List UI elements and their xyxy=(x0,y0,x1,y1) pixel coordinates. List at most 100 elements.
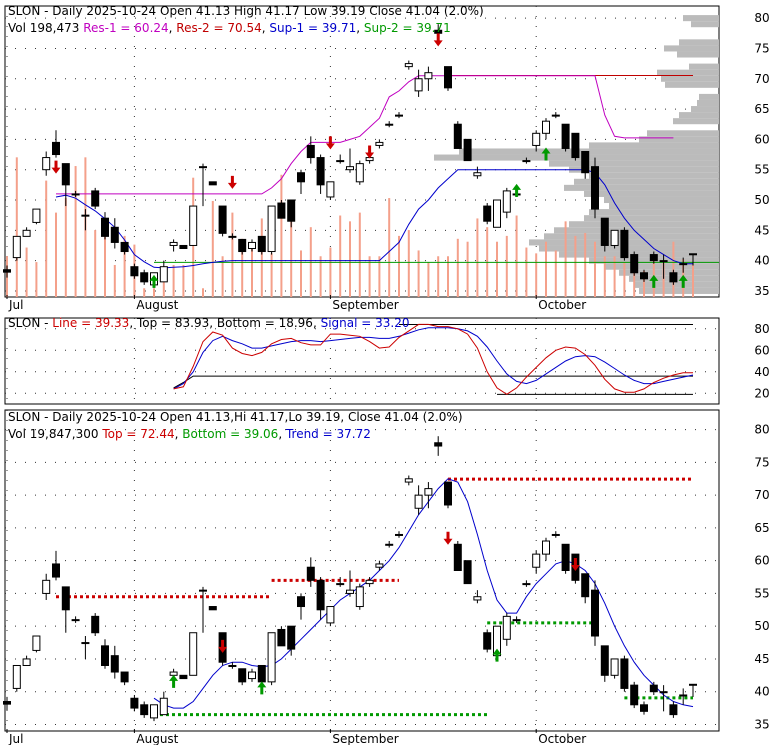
trend-candle-body xyxy=(228,664,237,667)
price-candle-body xyxy=(414,78,423,92)
volume-profile-bar xyxy=(664,45,719,52)
price-candle-body xyxy=(404,63,413,68)
price-candle-body xyxy=(169,241,178,246)
trend-candle-body xyxy=(336,583,345,586)
oscillator-panel-frame xyxy=(4,317,720,405)
volume-profile-bar xyxy=(574,178,719,185)
trend-candle-body xyxy=(277,628,286,647)
price-candles xyxy=(3,24,697,288)
volume-bar xyxy=(525,247,528,297)
buy-arrow xyxy=(541,147,551,161)
trend-candle-body xyxy=(326,606,335,624)
oscillator-base-line xyxy=(173,375,693,389)
price-candle-body xyxy=(551,114,560,117)
price-candle-body xyxy=(679,263,688,266)
trend-candle-body xyxy=(32,635,41,651)
price-candle-body xyxy=(659,260,668,263)
volume-bar xyxy=(55,212,57,297)
price-candle-body xyxy=(522,160,531,163)
trend-candle-body xyxy=(248,671,256,680)
volume-profile-bar xyxy=(683,15,719,22)
trend-candle-body xyxy=(610,658,619,676)
price-x-label: September xyxy=(332,298,398,312)
trend-candle-body xyxy=(316,579,325,611)
volume-bar xyxy=(388,198,391,297)
trend-candle-body xyxy=(669,704,678,716)
price-candle-body xyxy=(218,205,227,234)
volume-bar xyxy=(319,256,322,297)
volume-profile-bar xyxy=(549,160,719,167)
volume-bar xyxy=(398,235,400,297)
trend-panel-frame xyxy=(4,409,720,732)
price-legend: Vol 198,473 Res-1 = 60.24, Res-2 = 70.54… xyxy=(8,21,451,35)
price-candle-body xyxy=(581,151,590,174)
price-y-tick: 70 xyxy=(754,72,769,86)
volume-bar xyxy=(603,256,606,297)
trend-candle-body xyxy=(257,664,266,683)
price-candle-body xyxy=(640,272,648,280)
volume-bar xyxy=(300,250,302,297)
volume-profile-bar xyxy=(639,287,719,294)
trend-candle-body xyxy=(3,701,11,705)
volume-bar xyxy=(476,218,479,297)
trend-candle-body xyxy=(600,645,609,676)
trend-candle-body xyxy=(630,684,639,706)
volume-bar xyxy=(545,241,547,297)
trend-candle-body xyxy=(199,589,207,592)
trend-candle-body xyxy=(542,540,550,555)
volume-profile-bar xyxy=(679,112,719,119)
sell-arrow xyxy=(365,145,375,159)
price-y-tick: 45 xyxy=(754,223,769,237)
trend-y-tick: 80 xyxy=(754,423,769,437)
volume-profile-bar xyxy=(584,190,719,197)
price-candle-body xyxy=(32,208,41,223)
volume-bar xyxy=(231,212,234,297)
volume-profile-bar xyxy=(639,136,719,143)
price-candle-body xyxy=(453,123,462,149)
trend-candle-body xyxy=(532,553,541,568)
trend-candle-body xyxy=(346,589,354,594)
price-candle-body xyxy=(620,229,629,259)
price-y-tick: 80 xyxy=(754,11,769,25)
volume-bar xyxy=(613,256,616,297)
trend-candle-body xyxy=(189,632,198,676)
trend-candle-body xyxy=(679,694,688,697)
volume-profile-bar xyxy=(609,203,719,210)
volume-bar xyxy=(417,250,420,297)
trend-candle-body xyxy=(61,586,70,611)
resistance-line xyxy=(56,75,674,195)
trend-candle-body xyxy=(640,704,648,712)
price-y-tick: 40 xyxy=(754,254,769,268)
volume-bar xyxy=(349,221,351,297)
trend-candle-body xyxy=(453,543,462,571)
buy-arrow xyxy=(149,274,159,288)
volume-profile-bar xyxy=(569,221,719,228)
trend-sell-arrow xyxy=(570,557,580,571)
volume-bar xyxy=(339,215,342,297)
trend-candle-body xyxy=(375,563,384,568)
trend-candle-body xyxy=(130,697,139,709)
trend-candle-body xyxy=(22,658,31,666)
price-candle-body xyxy=(630,254,639,274)
volume-bar xyxy=(623,262,626,297)
volume-bar xyxy=(94,230,97,297)
volume-profile-bar xyxy=(661,75,719,82)
price-candle-body xyxy=(375,141,384,146)
price-x-label: October xyxy=(538,298,586,312)
price-candle-body xyxy=(257,235,266,253)
trend-candle-body xyxy=(659,691,668,694)
volume-bar xyxy=(427,262,430,297)
price-y-tick: 35 xyxy=(754,284,769,298)
volume-profile-bar xyxy=(699,93,719,100)
sup2-text: Sup-2 = 39.71 xyxy=(364,21,451,35)
trend-candle-body xyxy=(395,533,403,536)
price-candle-body xyxy=(238,238,247,253)
price-candle-body xyxy=(199,166,207,169)
price-candle-body xyxy=(110,226,119,243)
trend-legend: Vol 19,847,300 Top = 72.44, Bottom = 39.… xyxy=(8,427,371,441)
trend-candle-body xyxy=(444,481,452,506)
price-candle-body xyxy=(493,199,501,228)
trend-buy-arrow xyxy=(257,681,267,695)
volume-bar xyxy=(35,262,38,297)
